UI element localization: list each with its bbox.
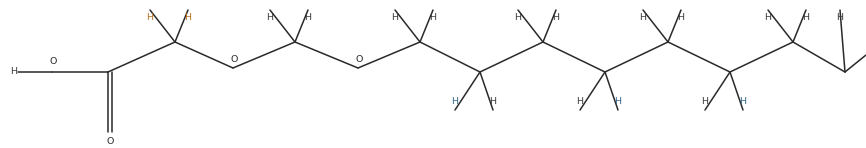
- Text: O: O: [230, 54, 237, 63]
- Text: H: H: [740, 98, 746, 107]
- Text: O: O: [107, 137, 113, 147]
- Text: H: H: [803, 13, 810, 22]
- Text: H: H: [701, 98, 708, 107]
- Text: H: H: [146, 13, 153, 22]
- Text: H: H: [430, 13, 436, 22]
- Text: O: O: [355, 54, 363, 63]
- Text: H: H: [577, 98, 584, 107]
- Text: H: H: [677, 13, 684, 22]
- Text: H: H: [10, 67, 17, 77]
- Text: H: H: [489, 98, 496, 107]
- Text: H: H: [184, 13, 191, 22]
- Text: H: H: [615, 98, 622, 107]
- Text: H: H: [639, 13, 647, 22]
- Text: H: H: [451, 98, 458, 107]
- Text: O: O: [49, 58, 56, 66]
- Text: H: H: [267, 13, 274, 22]
- Text: H: H: [553, 13, 559, 22]
- Text: H: H: [305, 13, 312, 22]
- Text: H: H: [514, 13, 521, 22]
- Text: H: H: [765, 13, 772, 22]
- Text: H: H: [837, 13, 843, 22]
- Text: H: H: [391, 13, 398, 22]
